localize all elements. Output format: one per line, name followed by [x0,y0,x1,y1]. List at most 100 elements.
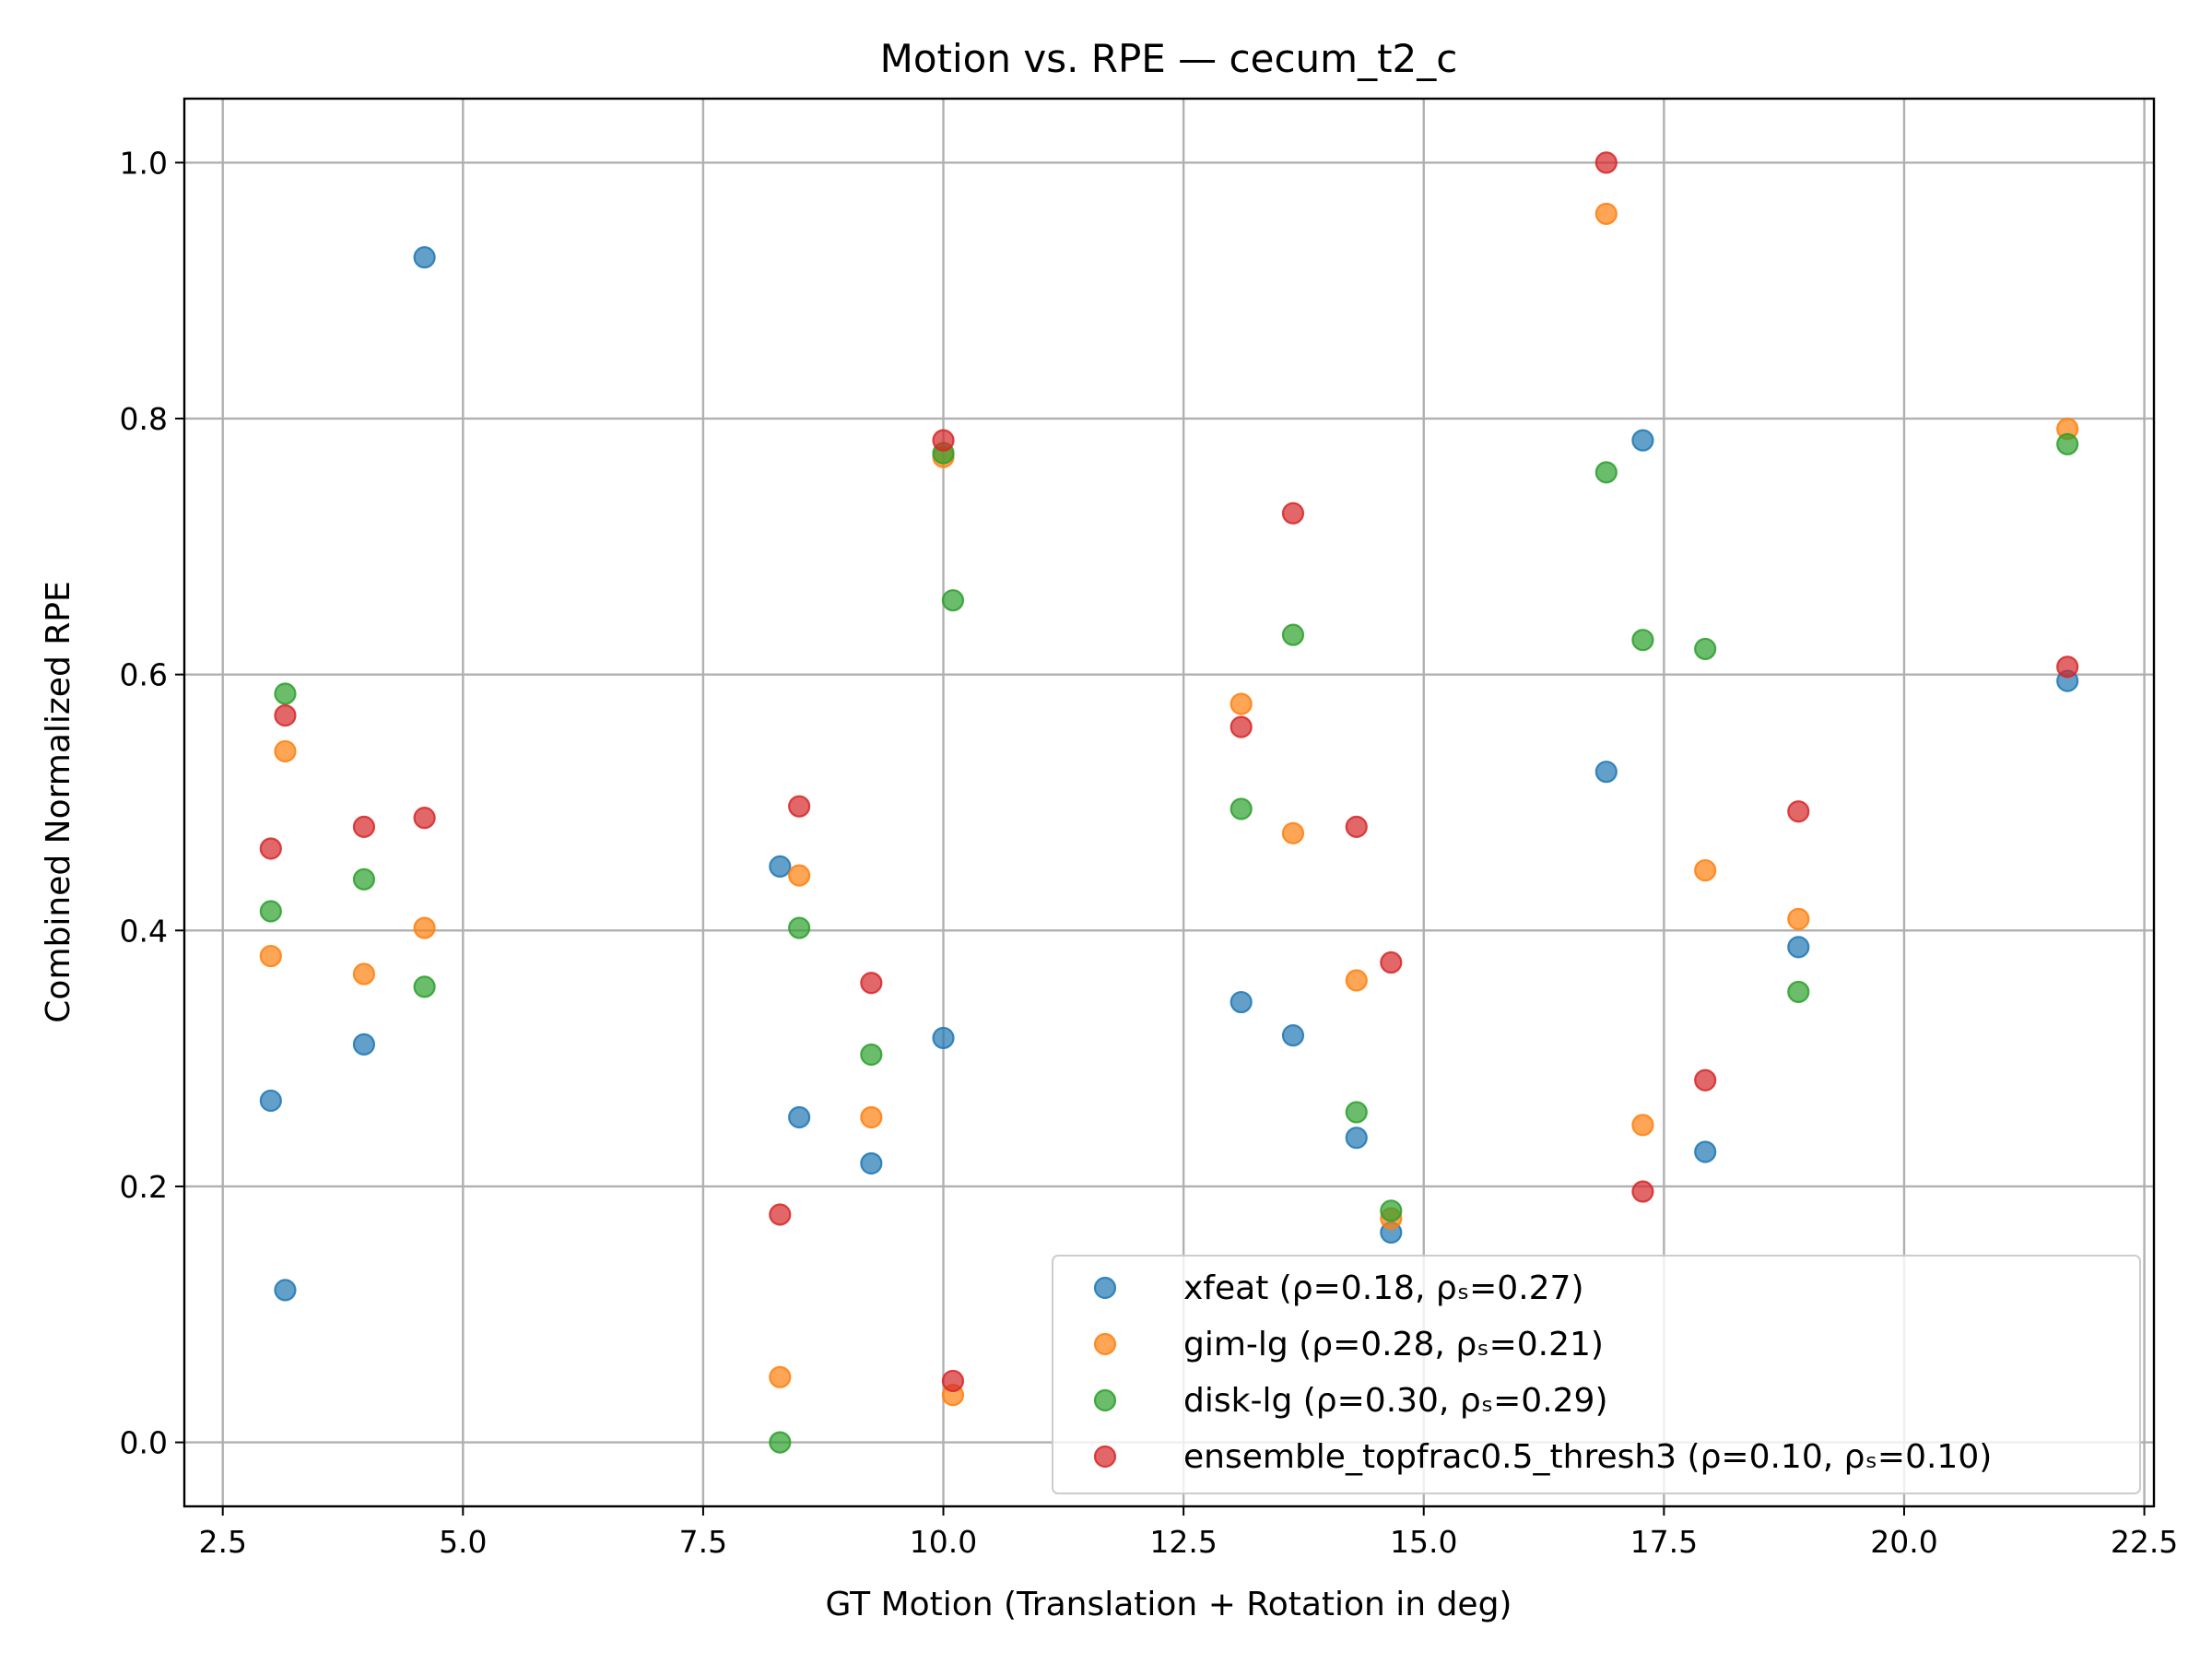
y-tick-label: 0.4 [120,913,168,949]
x-tick-label: 7.5 [679,1524,727,1560]
data-point [1694,1068,1717,1092]
data-point [413,246,436,269]
data-point [1594,151,1618,174]
legend-label: xfeat (ρ=0.18, ρₛ=0.27) [1183,1269,1584,1307]
data-point [1787,907,1810,930]
series-1 [259,202,2079,1407]
data-point [1631,1180,1654,1203]
legend-label: ensemble_topfrac0.5_thresh3 (ρ=0.10, ρₛ=… [1183,1438,1992,1476]
data-point [352,962,376,985]
data-point [1281,1024,1305,1047]
data-point [1594,461,1618,484]
legend-marker [1093,1388,1117,1412]
data-point [941,1369,965,1393]
x-tick-label: 2.5 [198,1524,246,1560]
data-point [1345,1127,1368,1150]
x-tick-label: 17.5 [1630,1524,1698,1560]
data-point [932,429,955,452]
data-point [1281,623,1305,646]
data-point [1345,1101,1368,1124]
y-tick-label: 0.2 [120,1169,168,1205]
data-point [1230,692,1253,715]
ticks-layer: 2.5 5.0 7.5 10.0 12.5 15.0 17.5 20.0 22.5 0.0 0.2 0… [120,145,2179,1560]
data-point [860,1043,883,1067]
x-tick-label: 22.5 [2111,1524,2178,1560]
y-tick-label: 0.6 [120,657,168,693]
legend: xfeat (ρ=0.18, ρₛ=0.27) gim-lg (ρ=0.28, ρ… [1052,1255,2141,1494]
data-point [259,1089,282,1113]
data-point [1281,502,1305,525]
data-point [274,739,297,763]
x-tick-label: 15.0 [1390,1524,1457,1560]
data-point [860,1105,883,1129]
data-point [788,864,811,887]
data-point [769,855,792,879]
y-tick-label: 0.8 [120,401,168,437]
data-point [1594,202,1618,226]
data-point [274,682,297,705]
data-point [788,1105,811,1129]
legend-marker [1093,1332,1117,1356]
y-tick-label: 1.0 [120,145,168,181]
data-point [1787,936,1810,959]
data-point [1787,800,1810,823]
data-point [1631,629,1654,652]
data-point [1694,858,1717,882]
data-point [1594,761,1618,784]
data-point [941,589,965,612]
data-point [352,867,376,891]
data-point [1230,990,1253,1014]
data-point [259,944,282,968]
data-point [274,704,297,727]
data-point [2056,432,2079,455]
data-point [1230,715,1253,738]
x-tick-label: 12.5 [1149,1524,1217,1560]
data-point [788,916,811,939]
data-point [352,1033,376,1056]
x-tick-label: 20.0 [1870,1524,1937,1560]
data-point [769,1365,792,1388]
y-axis-label: Combined Normalized RPE [40,581,77,1022]
data-point [352,815,376,838]
data-point [1631,1114,1654,1137]
plot-frame [182,97,2156,1508]
data-point [1694,637,1717,661]
data-point [788,795,811,818]
data-point [413,916,436,939]
data-point [932,1026,955,1050]
data-point [1281,821,1305,844]
series-3 [259,151,2079,1393]
data-point [1345,815,1368,838]
chart-title: Motion vs. RPE — cecum_t2_c [880,36,1458,81]
data-point [860,972,883,995]
data-point [413,807,436,830]
points-layer [259,151,2079,1454]
data-point [1787,980,1810,1004]
data-point [1631,429,1654,452]
x-tick-label: 5.0 [439,1524,487,1560]
data-point [769,1431,792,1454]
legend-label: disk-lg (ρ=0.30, ρₛ=0.29) [1183,1382,1608,1420]
data-point [1345,969,1368,992]
data-point [1230,797,1253,820]
data-point [1380,950,1403,974]
data-point [1694,1140,1717,1163]
data-point [413,975,436,998]
data-point [769,1203,792,1226]
data-point [259,837,282,860]
x-axis-label: GT Motion (Translation + Rotation in deg… [826,1586,1512,1623]
data-point [2056,655,2079,679]
legend-marker [1093,1276,1117,1300]
series-0 [259,246,2079,1302]
data-point [259,900,282,923]
data-point [274,1279,297,1302]
data-point [860,1151,883,1175]
legend-marker [1093,1445,1117,1469]
series-2 [259,432,2079,1454]
legend-label: gim-lg (ρ=0.28, ρₛ=0.21) [1183,1326,1604,1363]
legend-box [1052,1255,2141,1494]
x-tick-label: 10.0 [910,1524,977,1560]
y-tick-label: 0.0 [120,1425,168,1461]
